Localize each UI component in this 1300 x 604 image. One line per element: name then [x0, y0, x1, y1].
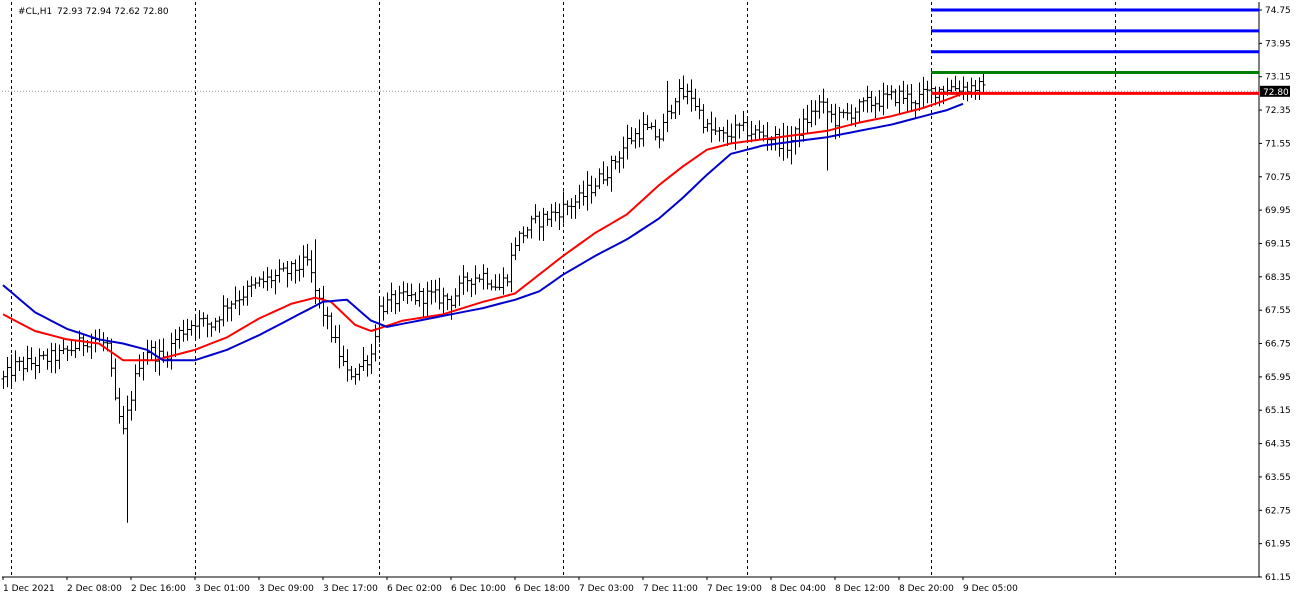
chart-symbol: #CL,H1 [18, 7, 52, 17]
x-axis-tick-label: 7 Dec 19:00 [707, 584, 762, 594]
y-axis-tick-label: 71.55 [1265, 139, 1291, 149]
current-price-label-bg [1260, 85, 1290, 97]
y-axis-tick-label: 73.95 [1265, 39, 1291, 49]
x-axis-tick-label: 7 Dec 11:00 [643, 584, 698, 594]
y-axis-tick-label: 70.75 [1265, 173, 1291, 183]
current-price-marker: 72.80 [1260, 85, 1290, 98]
x-axis-tick-label: 8 Dec 20:00 [899, 584, 954, 594]
x-axis-tick-label: 8 Dec 12:00 [835, 584, 890, 594]
y-axis-tick-label: 63.55 [1265, 473, 1291, 483]
y-axis-tick-label: 65.95 [1265, 373, 1291, 383]
y-axis-tick-label: 62.75 [1265, 506, 1291, 516]
x-axis-tick-label: 6 Dec 02:00 [387, 584, 442, 594]
x-axis-tick-label: 8 Dec 04:00 [771, 584, 826, 594]
y-axis-tick-label: 68.35 [1265, 273, 1291, 283]
horizontal-levels [931, 8, 1259, 95]
x-axis-labels: 1 Dec 2021 2 Dec 08:00 2 Dec 16:00 3 Dec 01… [2, 577, 1018, 594]
x-axis-tick-label: 3 Dec 17:00 [323, 584, 378, 594]
y-axis-tick-label: 73.15 [1265, 73, 1291, 83]
y-axis-tick-label: 61.95 [1265, 540, 1291, 550]
chart-ohlc-readout: 72.93 72.94 72.62 72.80 [57, 7, 169, 17]
y-axis-tick-label: 64.35 [1265, 440, 1291, 450]
y-axis-tick-label: 61.15 [1265, 573, 1291, 583]
y-axis-tick-label: 66.75 [1265, 340, 1291, 350]
y-axis-tick-label: 69.15 [1265, 239, 1291, 249]
x-axis-tick-label: 6 Dec 18:00 [515, 584, 570, 594]
x-axis-tick-label: 3 Dec 01:00 [195, 584, 250, 594]
x-axis-tick-label: 9 Dec 05:00 [963, 584, 1018, 594]
x-axis-tick-label: 7 Dec 03:00 [579, 584, 634, 594]
y-axis-tick-label: 69.95 [1265, 206, 1291, 216]
x-axis-tick-label: 6 Dec 10:00 [451, 584, 506, 594]
current-price-label: 72.80 [1263, 88, 1289, 98]
y-axis-tick-label: 74.75 [1265, 6, 1291, 16]
moving-averages [2, 92, 964, 362]
slow-moving-average-line [2, 102, 964, 362]
y-axis-tick-label: 65.15 [1265, 406, 1291, 416]
y-axis-labels: 74.75 73.95 73.15 72.35 71.55 70.75 69.95 69.15… [1259, 6, 1291, 583]
x-axis-tick-label: 2 Dec 08:00 [67, 584, 122, 594]
fast-moving-average-line [2, 92, 964, 362]
x-axis-tick-label: 1 Dec 2021 [3, 584, 55, 594]
y-axis-tick-label: 72.35 [1265, 106, 1291, 116]
y-axis-tick-label: 67.55 [1265, 306, 1291, 316]
x-axis-tick-label: 3 Dec 09:00 [259, 584, 314, 594]
x-axis-tick-label: 2 Dec 16:00 [131, 584, 186, 594]
